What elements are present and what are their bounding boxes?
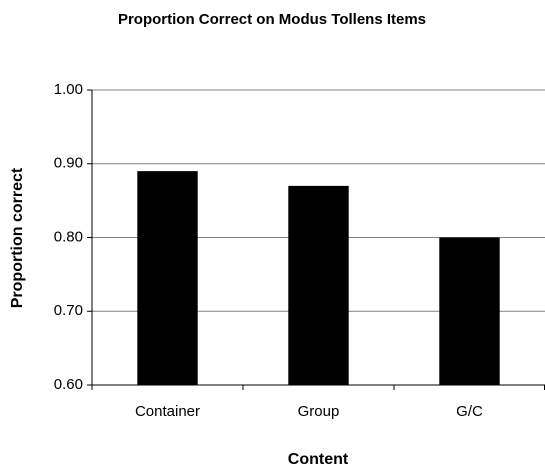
bar [288,185,349,385]
y-tick-label: 0.60 [54,376,83,393]
y-tick-label: 0.70 [54,302,83,319]
x-tick-label: Container [135,403,200,420]
y-tick-label: 1.00 [54,81,83,98]
x-tick-label: Group [298,403,340,420]
bar [439,237,500,385]
x-tick-label: G/C [456,403,483,420]
bar [137,171,198,385]
y-tick-label: 0.90 [54,155,83,172]
x-axis-label: Content [288,451,349,468]
y-axis-label: Proportion correct [9,167,26,308]
chart-title: Proportion Correct on Modus Tollens Item… [118,11,426,28]
y-tick-label: 0.80 [54,228,83,245]
